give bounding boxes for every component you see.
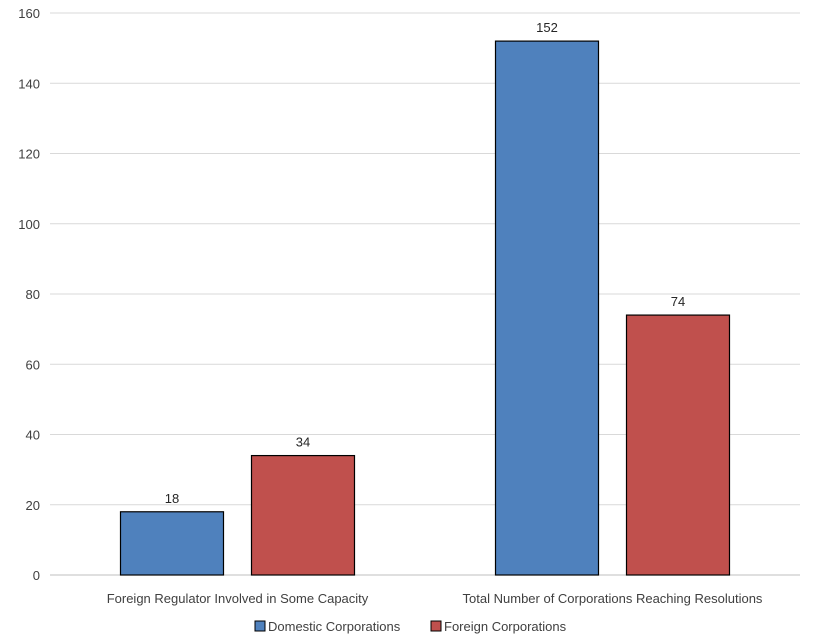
data-label: 18 [165, 491, 179, 506]
data-label: 152 [536, 20, 558, 35]
y-tick-label: 60 [26, 357, 40, 372]
bar [250, 454, 356, 576]
bars [119, 40, 731, 576]
bar [494, 40, 600, 576]
legend-label: Domestic Corporations [268, 619, 401, 634]
y-tick-label: 80 [26, 287, 40, 302]
y-tick-label: 160 [18, 6, 40, 21]
y-tick-label: 40 [26, 428, 40, 443]
y-tick-label: 140 [18, 76, 40, 91]
bar [119, 511, 225, 576]
y-axis-ticks: 0 20 40 60 80 100 120 140 160 [18, 6, 40, 583]
x-axis-categories: Foreign Regulator Involved in Some Capac… [107, 591, 763, 606]
legend-swatch [254, 620, 266, 632]
legend-label: Foreign Corporations [444, 619, 567, 634]
category-label: Total Number of Corporations Reaching Re… [463, 591, 763, 606]
bar [625, 314, 731, 576]
category-label: Foreign Regulator Involved in Some Capac… [107, 591, 369, 606]
y-tick-label: 120 [18, 147, 40, 162]
data-labels: 18 34 152 74 [165, 20, 685, 506]
data-label: 34 [296, 435, 310, 450]
data-label: 74 [671, 294, 685, 309]
gridlines [50, 12, 800, 576]
y-tick-label: 20 [26, 498, 40, 513]
legend-swatch [430, 620, 442, 632]
y-tick-label: 100 [18, 217, 40, 232]
y-tick-label: 0 [33, 568, 40, 583]
legend: Domestic Corporations Foreign Corporation… [254, 619, 567, 634]
